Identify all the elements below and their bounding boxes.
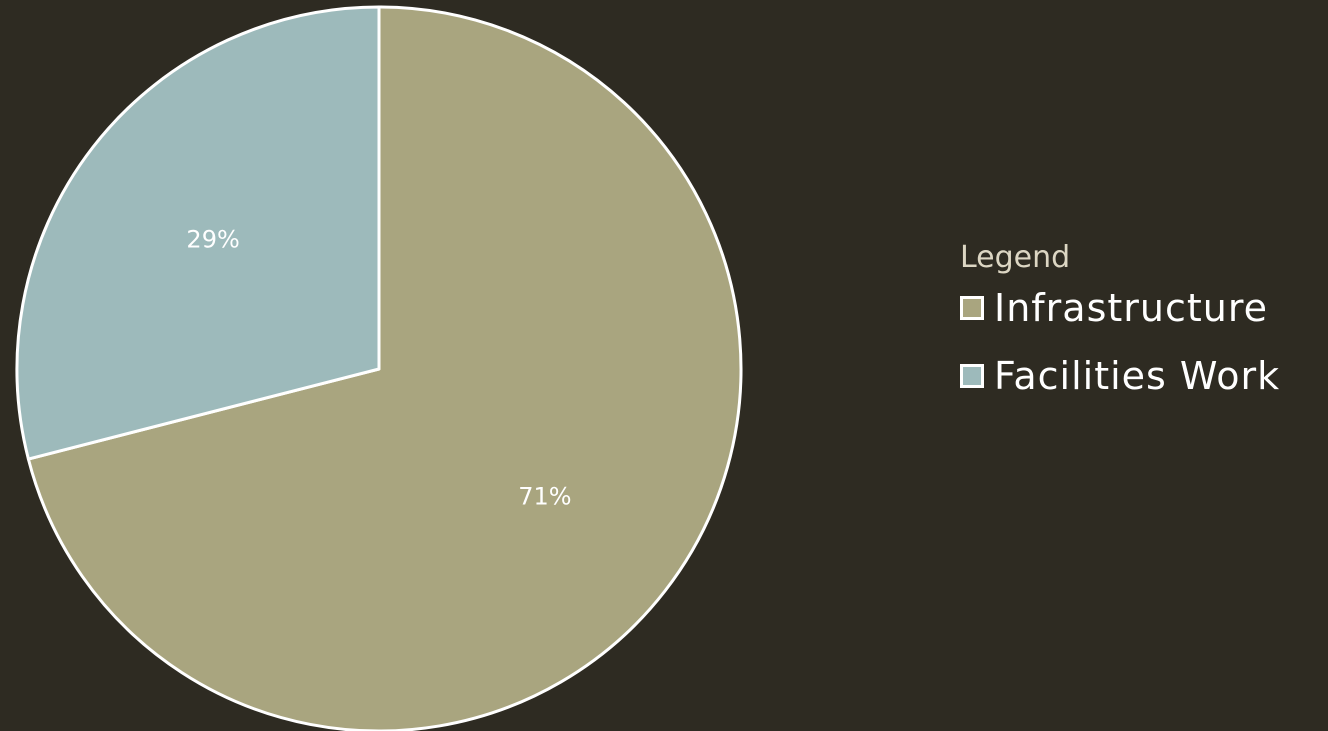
legend-item-infrastructure: Infrastructure — [960, 284, 1280, 332]
pie-chart: 71% 29% — [15, 5, 743, 731]
pie-slice-labels: 71% 29% — [186, 225, 571, 510]
legend-swatch-infrastructure — [960, 296, 984, 320]
legend: Legend Infrastructure Facilities Work — [960, 238, 1280, 400]
pie-slices — [15, 5, 743, 731]
pie-slice-facilities-work — [15, 5, 381, 461]
legend-label-facilities-work: Facilities Work — [994, 354, 1281, 398]
legend-swatch-facilities-work — [960, 364, 984, 388]
slice-label-infrastructure: 71% — [518, 483, 571, 511]
legend-title: Legend — [960, 240, 1071, 275]
slice-label-facilities-work: 29% — [186, 225, 239, 253]
legend-item-facilities-work: Facilities Work — [960, 352, 1280, 400]
pie-slice-infrastructure — [26, 5, 743, 731]
legend-label-infrastructure: Infrastructure — [994, 286, 1269, 330]
